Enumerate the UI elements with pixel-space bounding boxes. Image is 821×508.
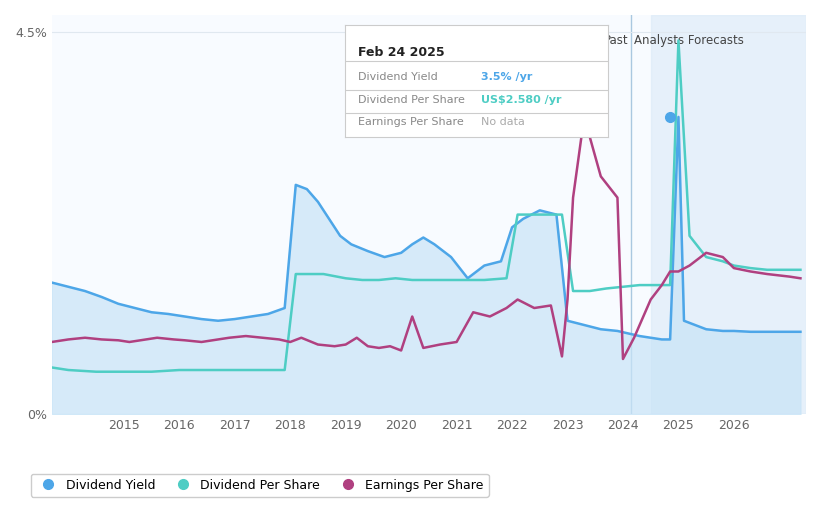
Legend: Dividend Yield, Dividend Per Share, Earnings Per Share: Dividend Yield, Dividend Per Share, Earn… xyxy=(31,473,488,497)
Text: 3.5% /yr: 3.5% /yr xyxy=(481,72,533,82)
Text: No data: No data xyxy=(481,117,525,127)
Bar xyxy=(651,15,806,414)
Text: Past: Past xyxy=(604,34,629,47)
Text: US$2.580 /yr: US$2.580 /yr xyxy=(481,94,562,105)
Text: Analysts Forecasts: Analysts Forecasts xyxy=(634,34,744,47)
Text: Dividend Yield: Dividend Yield xyxy=(358,72,438,82)
Text: Earnings Per Share: Earnings Per Share xyxy=(358,117,464,127)
Text: Feb 24 2025: Feb 24 2025 xyxy=(358,46,445,58)
Text: Dividend Per Share: Dividend Per Share xyxy=(358,94,465,105)
